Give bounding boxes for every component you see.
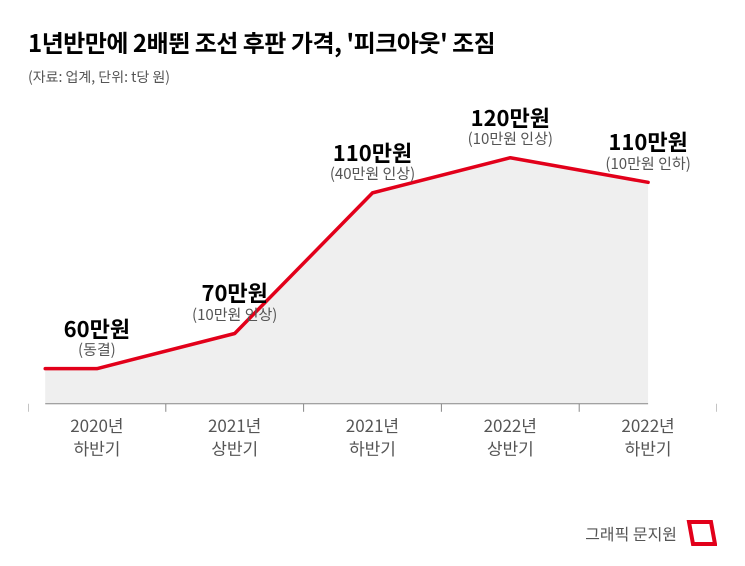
data-point-sublabel: (10만원 인하): [605, 155, 690, 173]
data-point-value: 120만원: [468, 105, 553, 130]
credit-text: 그래픽 문지원: [585, 521, 677, 545]
credit-block: 그래픽 문지원: [585, 518, 717, 548]
data-point-label: 70만원(10만원 인상): [192, 280, 277, 323]
chart-area: 60만원(동결)70만원(10만원 인상)110만원(40만원 인상)120만원…: [28, 105, 717, 465]
x-axis-label: 2021년상반기: [166, 414, 304, 460]
chart-title: 1년반만에 2배뛴 조선 후판 가격, '피크아웃' 조짐: [28, 24, 717, 59]
data-point-sublabel: (10만원 인상): [468, 130, 553, 148]
chart-subtitle: (자료: 업계, 단위: t당 원): [28, 67, 717, 87]
data-point-sublabel: (40만원 인상): [330, 165, 415, 183]
x-axis-label: 2021년하반기: [304, 414, 442, 460]
data-point-value: 70만원: [192, 280, 277, 305]
data-point-label: 60만원(동결): [64, 316, 130, 359]
credit-logo-icon: [685, 518, 717, 548]
data-point-sublabel: (10만원 인상): [192, 306, 277, 324]
data-point-value: 110만원: [330, 140, 415, 165]
data-point-value: 60만원: [64, 316, 130, 341]
data-point-label: 110만원(10만원 인하): [605, 129, 690, 172]
x-axis-label: 2020년하반기: [28, 414, 166, 460]
x-axis-label: 2022년상반기: [441, 414, 579, 460]
x-axis-label: 2022년하반기: [579, 414, 717, 460]
data-point-label: 120만원(10만원 인상): [468, 105, 553, 148]
data-point-value: 110만원: [605, 129, 690, 154]
data-point-label: 110만원(40만원 인상): [330, 140, 415, 183]
